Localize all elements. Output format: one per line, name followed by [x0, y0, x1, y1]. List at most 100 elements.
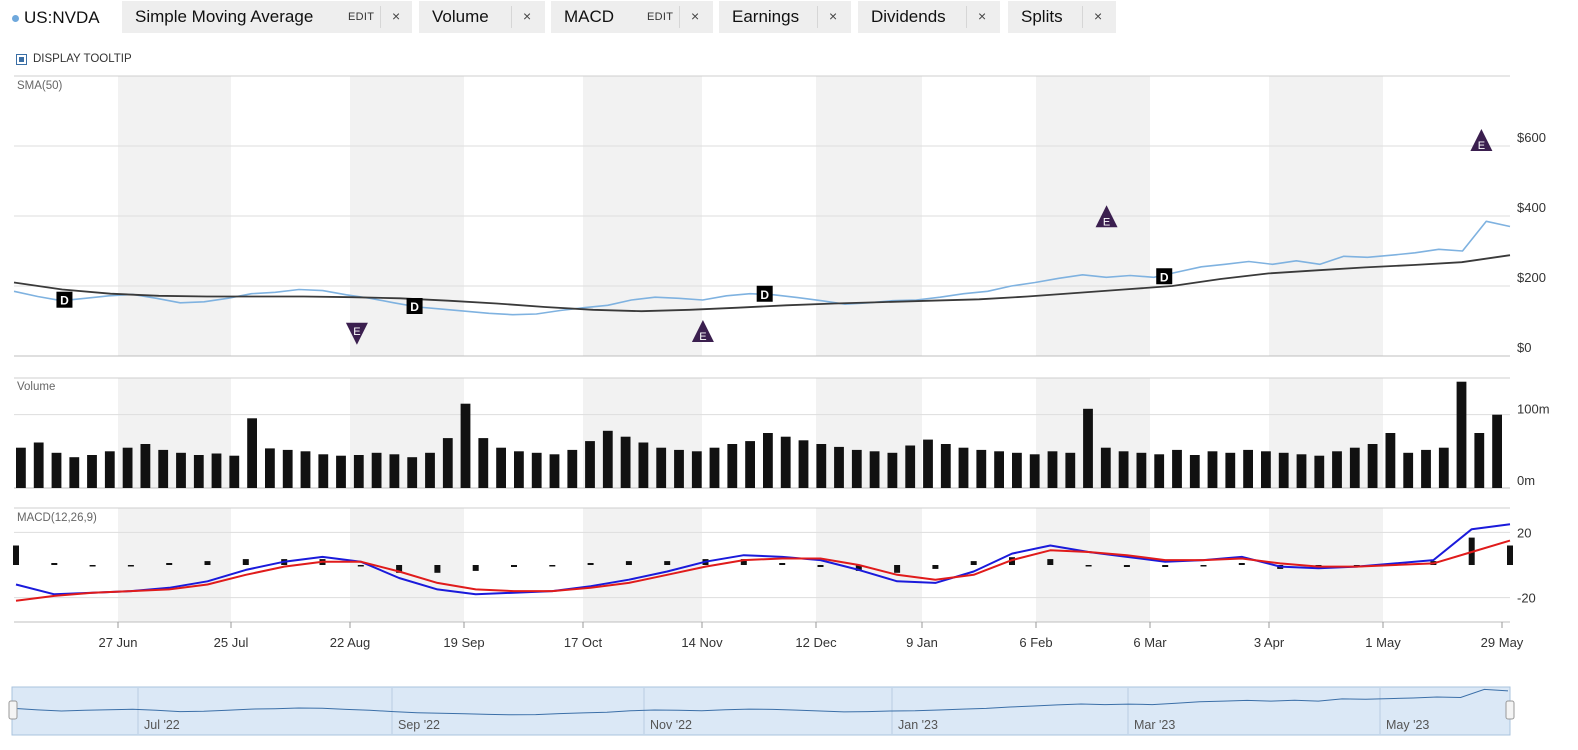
display-tooltip-label: DISPLAY TOOLTIP: [33, 53, 132, 65]
volume-bar: [602, 430, 613, 488]
volume-bar: [1083, 408, 1093, 488]
divider: [966, 6, 967, 28]
macd-histogram-bar: [549, 565, 556, 567]
earnings-close-icon[interactable]: ×: [829, 8, 838, 24]
indicator-macd-label: MACD: [564, 7, 615, 26]
navigator-left-handle[interactable]: [8, 700, 18, 720]
ticker-chip[interactable]: US:NVDA: [12, 6, 100, 30]
dividend-marker-label: D: [1160, 270, 1169, 284]
macd-histogram-bar: [396, 565, 403, 573]
macd-histogram-bar: [587, 563, 594, 565]
x-tick-label: 12 Dec: [795, 635, 837, 650]
volume-bar: [816, 444, 827, 488]
divider: [817, 6, 818, 28]
indicator-volume[interactable]: Volume ×: [419, 1, 545, 33]
macd-histogram-bar: [779, 563, 786, 565]
volume-bar: [940, 444, 951, 488]
volume-bar: [727, 444, 738, 488]
indicator-splits-label: Splits: [1021, 7, 1063, 26]
macd-close-icon[interactable]: ×: [691, 8, 700, 24]
macd-histogram-bar: [1085, 565, 1092, 567]
price-tick-label: $200: [1517, 270, 1546, 285]
sma-close-icon[interactable]: ×: [392, 8, 401, 24]
volume-bar: [1421, 449, 1431, 488]
volume-bar: [1154, 454, 1165, 488]
volume-bar: [887, 452, 898, 488]
volume-bar: [51, 452, 62, 488]
volume-bar: [923, 439, 933, 488]
splits-close-icon[interactable]: ×: [1094, 8, 1103, 24]
volume-bar: [514, 451, 524, 488]
volume-bar: [33, 442, 44, 488]
macd-histogram-bar: [472, 565, 479, 571]
volume-bar: [1403, 452, 1414, 488]
volume-bar: [122, 447, 133, 488]
month-band: [1036, 508, 1150, 622]
earnings-marker-label: E: [353, 326, 360, 338]
volume-bar: [1207, 451, 1218, 488]
indicator-macd[interactable]: MACD EDIT ×: [551, 1, 713, 33]
volume-bar: [282, 449, 293, 488]
navigator-selection[interactable]: [11, 686, 1511, 736]
volume-close-icon[interactable]: ×: [523, 8, 532, 24]
dividend-marker-label: D: [60, 294, 69, 308]
volume-bar: [851, 449, 862, 488]
macd-histogram-bar: [242, 559, 249, 565]
volume-bar: [247, 418, 257, 488]
volume-bar: [140, 444, 151, 488]
volume-bar: [158, 449, 169, 488]
macd-histogram-bar: [511, 565, 517, 567]
price-tick-label: $400: [1517, 200, 1546, 215]
month-band: [583, 508, 702, 622]
navigator-right-handle[interactable]: [1505, 700, 1515, 720]
dividend-marker: [56, 291, 73, 308]
macd-tick-label: 20: [1517, 525, 1531, 540]
x-tick-label: 3 Apr: [1254, 635, 1285, 650]
macd-histogram-bar: [89, 565, 96, 567]
indicator-sma[interactable]: Simple Moving Average EDIT ×: [122, 1, 412, 33]
indicator-dividends[interactable]: Dividends ×: [858, 1, 1000, 33]
volume-bar: [425, 452, 435, 488]
macd-histogram-bar: [434, 565, 441, 573]
navigator-label: Mar '23: [1134, 718, 1175, 732]
divider: [511, 6, 512, 28]
x-axis: 27 Jun 25 Jul 22 Aug 19 Sep 17 Oct 14 Nov 12 D…: [98, 622, 1524, 650]
sma-edit-button[interactable]: EDIT: [348, 11, 375, 23]
macd-histogram-bar: [357, 565, 364, 567]
indicator-splits[interactable]: Splits ×: [1008, 1, 1116, 33]
macd-histogram-bar: [13, 545, 19, 565]
navigator-label: Jul '22: [144, 718, 180, 732]
volume-bar: [1029, 454, 1040, 488]
volume-bar: [1492, 414, 1502, 488]
indicator-earnings-label: Earnings: [732, 7, 800, 26]
range-navigator[interactable]: Jul '22 Sep '22 Nov '22 Jan '23 Mar '23 May '…: [8, 686, 1515, 736]
macd-histogram-bar: [894, 565, 901, 573]
macd-histogram-bar: [166, 563, 173, 565]
display-tooltip-checkbox[interactable]: DISPLAY TOOLTIP: [16, 53, 132, 65]
macd-histogram-bar: [932, 565, 939, 569]
x-tick-label: 6 Mar: [1133, 635, 1167, 650]
macd-histogram-bar: [664, 561, 671, 565]
x-tick-label: 25 Jul: [214, 635, 249, 650]
volume-bar: [1100, 447, 1111, 488]
x-tick-label: 14 Nov: [681, 635, 723, 650]
checkbox-icon[interactable]: [16, 53, 27, 65]
indicator-earnings[interactable]: Earnings ×: [719, 1, 851, 33]
dividends-close-icon[interactable]: ×: [978, 8, 987, 24]
volume-bar: [1243, 449, 1253, 488]
macd-y-axis: -20 20: [1517, 525, 1536, 605]
macd-histogram-bar: [625, 561, 632, 565]
volume-bar: [549, 454, 560, 488]
volume-bars: [16, 381, 1502, 488]
month-band: [118, 508, 231, 622]
dividend-marker-label: D: [760, 288, 769, 302]
macd-edit-button[interactable]: EDIT: [647, 11, 674, 23]
volume-bar: [905, 445, 916, 488]
volume-bar: [1189, 455, 1200, 488]
month-band: [816, 508, 922, 622]
macd-histogram-bar: [1200, 565, 1207, 567]
navigator-label: Nov '22: [650, 718, 692, 732]
volume-bar: [869, 451, 880, 488]
navigator-label: Jan '23: [898, 718, 938, 732]
